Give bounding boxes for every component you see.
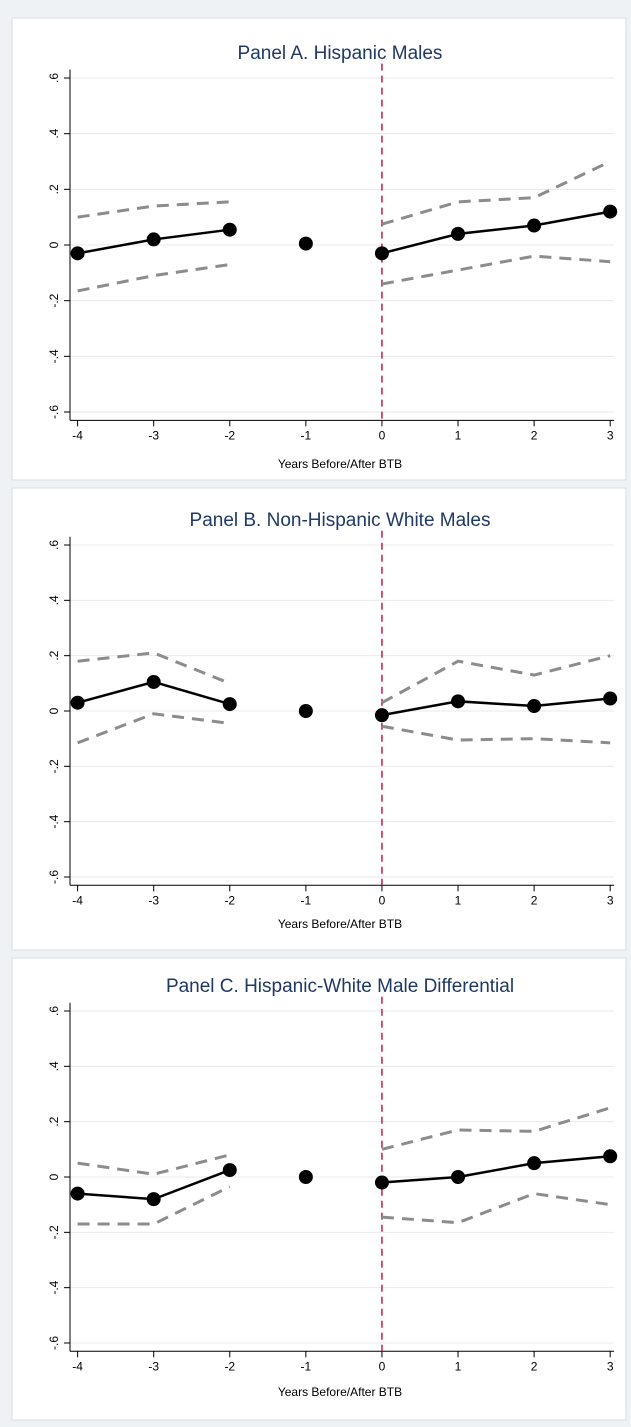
panel-b-estimate-point [70,695,85,710]
panel-a-estimate-point [451,226,466,241]
panel-b-y-tick-label: .2 [47,650,61,660]
panel-b-y-tick-label: .6 [47,540,61,550]
panel-a-x-tick-label: 1 [455,428,462,442]
panel-b-y-tick-label: 0 [47,707,61,714]
panel-b-estimate-line [381,697,611,717]
panel-c-x-tick-label: -2 [224,1359,235,1373]
panel-b-estimate-point [603,691,618,706]
panel-a-estimate-point [374,246,389,261]
panel-c-x-tick-label: -4 [72,1359,83,1373]
panel-a-plot: -.6 -.4 -.2 0 .2 .4 .6 -4 -3 -2 -1 0 1 2 3 [47,63,618,442]
panel-b-x-tick-label: 2 [531,893,538,907]
panel-b-y-tick-label: -.6 [47,870,61,884]
panel-a-estimate-point [70,246,85,261]
panel-b-y-tick-label: .4 [47,595,61,605]
panel-b-plot: -.6 -.4 -.2 0 .2 .4 .6 -4 -3 -2 -1 0 1 2 3 [47,530,618,907]
panel-c-y-tick-label: -.4 [47,1280,61,1294]
panel-a-upper-ci-line [77,200,230,219]
panel-a-x-tick-label: 0 [379,428,386,442]
panel-b-title: Panel B. Non-Hispanic White Males [190,510,491,531]
panel-c-x-tick-label: 3 [607,1359,614,1373]
panel-c: Panel C. Hispanic-White Male Differentia… [11,957,627,1421]
panel-b-estimate-point [451,694,466,709]
panel-c-estimate-point [603,1149,618,1164]
panel-c-estimate-point [298,1170,313,1184]
panel-c-y-tick-label: 0 [47,1173,61,1180]
panel-a-x-tick-label: 3 [607,428,614,442]
panel-c-estimate-point [146,1192,161,1207]
panel-b-estimate-point [222,697,237,712]
panel-a-y-tick-label: -.2 [47,293,61,307]
panel-b-y-tick-label: -.4 [47,814,61,828]
panel-a-x-tick-label: -3 [148,428,159,442]
panel-b-estimate-point [527,699,542,714]
panel-c-estimate-point [451,1170,466,1184]
panel-a-y-tick-label: -.4 [47,349,61,363]
panel-a-title: Panel A. Hispanic Males [238,43,443,64]
panel-c-lower-ci-line [77,1185,231,1226]
panel-b-background [11,487,627,951]
panel-c-y-tick-label: -.6 [47,1336,61,1350]
panel-c-x-tick-label: -1 [301,1359,312,1373]
panel-a-background [11,17,627,481]
panel-c-estimate-point [70,1186,85,1201]
panel-c-plot: -.6 -.4 -.2 0 .2 .4 .6 -4 -3 -2 -1 0 1 2 3 [47,996,618,1373]
panel-a-x-tick-label: -2 [224,428,235,442]
panel-a-estimate-point [146,232,161,247]
panel-a-x-tick-label: -1 [301,428,312,442]
panel-a-y-tick-label: 0 [47,241,61,248]
panel-a-y-tick-label: .4 [47,128,61,138]
panel-a-y-tick-label: .2 [47,184,61,194]
panel-c-upper-ci-line [77,1153,231,1176]
panel-c-background [11,957,627,1421]
panel-c-estimate-point [374,1175,389,1190]
panel-a-estimate-point [603,204,618,219]
panel-c-x-tick-label: 0 [379,1359,386,1373]
panel-a: Panel A. Hispanic Males Years Before/Aft… [11,17,627,481]
panel-a-y-tick-label: .6 [47,73,61,83]
panel-a-lower-ci-line [77,262,230,293]
panel-b-x-tick-label: -3 [148,893,159,907]
panel-a-estimate-point [298,236,313,251]
panel-a-estimate-point [527,218,542,233]
panel-c-y-tick-label: .6 [47,1006,61,1016]
panel-c-title: Panel C. Hispanic-White Male Differentia… [166,976,514,997]
panel-a-x-tick-label: -4 [72,428,83,442]
panel-b-estimate-point [298,704,313,718]
panel-c-estimate-line [381,1155,611,1184]
panel-b-x-tick-label: -2 [224,893,235,907]
panel-b-lower-ci-line [77,712,230,745]
panel-c-estimate-point [527,1156,542,1171]
panel-a-estimate-line [381,210,611,255]
panel-b-upper-ci-line [77,651,231,685]
panel-b-x-axis-label: Years Before/After BTB [278,917,402,931]
panel-b-y-tick-label: -.2 [47,759,61,773]
panel-c-x-tick-label: -3 [148,1359,159,1373]
panel-b-lower-ci-line [381,724,611,745]
panel-b-estimate-point [146,674,161,689]
panel-c-y-tick-label: -.2 [47,1225,61,1239]
panel-b: Panel B. Non-Hispanic White Males Years … [11,487,627,951]
panel-c-y-tick-label: .4 [47,1061,61,1071]
panel-a-y-tick-label: -.6 [47,405,61,419]
panel-b-x-tick-label: 3 [607,893,614,907]
panel-b-x-tick-label: -1 [301,893,312,907]
panel-b-x-tick-label: 1 [455,893,462,907]
panel-b-x-tick-label: 0 [379,893,386,907]
panel-c-x-axis-label: Years Before/After BTB [278,1385,402,1399]
panel-c-estimate-point [222,1163,237,1178]
panel-b-upper-ci-line [381,654,611,705]
panel-c-x-tick-label: 1 [455,1359,462,1373]
panel-c-y-tick-label: .2 [47,1116,61,1126]
panel-a-x-tick-label: 2 [531,428,538,442]
panel-a-x-axis-label: Years Before/After BTB [278,457,402,471]
panel-a-estimate-point [222,222,237,237]
panel-b-x-tick-label: -4 [72,893,83,907]
panel-c-x-tick-label: 2 [531,1359,538,1373]
panel-b-estimate-point [374,708,389,723]
